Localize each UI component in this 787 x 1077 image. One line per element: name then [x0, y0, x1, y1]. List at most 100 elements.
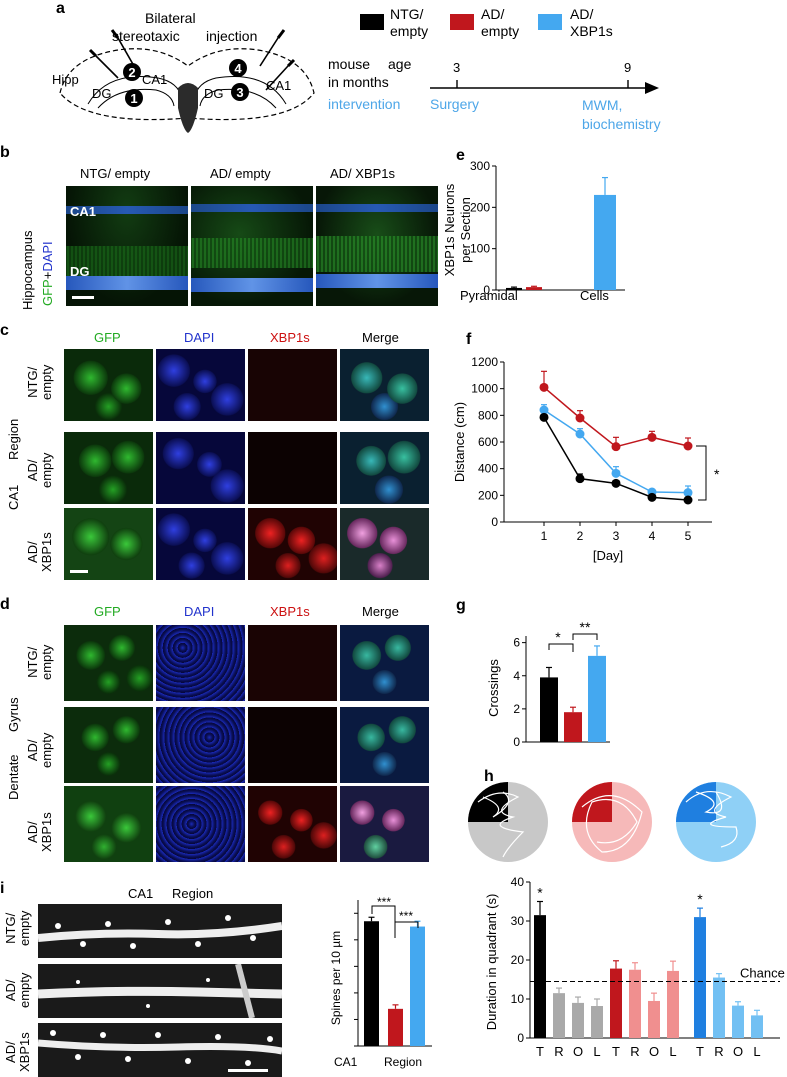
i-title-1: CA1 [128, 886, 154, 901]
legend-ad: AD/empty [481, 6, 520, 39]
i-row-xbp: AD/XBP1s [3, 1032, 32, 1072]
schematic-injection: injection [206, 28, 258, 44]
c-ntg-merge [340, 349, 429, 421]
chart-f: 0 200 400 600 800 1000 1200 1 2 3 4 5 [Day] Distance … [452, 331, 720, 563]
f-point-1-0 [539, 405, 549, 415]
panel-label-f: f [466, 331, 472, 348]
e-bar-1 [526, 287, 542, 290]
schematic-dg-left: DG [92, 86, 112, 101]
h-ytick-label-1: 10 [511, 992, 525, 1006]
c-side-label-2: Region [6, 418, 21, 460]
g-bracket-2 [572, 633, 598, 640]
h-bar-1-2 [648, 1000, 660, 1038]
b-stain-label: GFP+DAPI [40, 241, 55, 306]
e-ytick-label-3: 300 [470, 159, 490, 173]
i-dendrite-ntg [38, 904, 282, 958]
panel-label-e: e [456, 150, 465, 164]
schematic-stereotaxic: stereotaxic [112, 28, 180, 44]
h-bar-2-1 [713, 977, 725, 1038]
d-ntg-dapi [156, 625, 245, 701]
h-xlabel-1-1: R [630, 1044, 639, 1059]
h-xlabel-1-0: T [612, 1044, 620, 1059]
panel-label-c: c [0, 322, 9, 339]
d-xbp-dapi [156, 786, 245, 862]
f-xtick-label-3: 4 [649, 529, 656, 543]
f-ytick-label-5: 1000 [471, 382, 498, 396]
f-ytick-label-4: 800 [478, 408, 498, 422]
i-bracket-2 [394, 921, 419, 928]
schematic-ca1-right: CA1 [266, 78, 292, 93]
legend-swatch-ntg [360, 14, 384, 30]
h-xlabel-0-1: R [554, 1044, 563, 1059]
h-ytick-label-2: 20 [511, 953, 525, 967]
h-bar-2-3 [751, 1015, 763, 1038]
f-point-2-1 [575, 474, 585, 484]
panel-label-i: i [0, 880, 5, 897]
c-row-xbp: AD/XBP1s [25, 532, 54, 572]
h-bar-0-2 [572, 1002, 584, 1038]
g-ylabel: Crossings [486, 659, 501, 717]
timeline-tick-3: 3 [453, 60, 461, 75]
c-ad-dapi [156, 432, 245, 504]
d-header-gfp: GFP [94, 604, 121, 619]
g-ytick-label-3: 6 [513, 636, 520, 650]
d-header-dapi: DAPI [184, 604, 215, 619]
i-xlabel-right: Region [384, 1055, 422, 1069]
b-scale-bar [72, 296, 94, 299]
h-xlabel-0-3: L [593, 1044, 600, 1059]
i-bar-1 [388, 1008, 403, 1046]
i-ylabel: Spines per 10 µm [329, 931, 343, 1025]
d-xbp-xbp [248, 786, 337, 862]
f-point-2-2 [611, 478, 621, 488]
f-ytick-label-6: 1200 [471, 355, 498, 369]
h-xlabel-2-3: L [753, 1044, 760, 1059]
panel-label-d: d [0, 596, 10, 613]
i-row-ad: AD/empty [3, 972, 32, 1008]
h-bar-1-0 [610, 968, 622, 1038]
panel-label-g: g [456, 597, 466, 614]
site-4: 4 [234, 61, 242, 76]
i-scale-bar [228, 1069, 268, 1072]
g-ytick-label-0: 0 [513, 735, 520, 749]
site-3: 3 [236, 85, 243, 100]
e-ytick-label-2: 200 [470, 200, 490, 214]
d-row-ad: AD/empty [25, 732, 54, 768]
d-ad-xbp [248, 707, 337, 783]
f-point-1-4 [683, 488, 693, 498]
d-row-xbp: AD/XBP1s [25, 812, 54, 852]
e-ytick-label-1: 100 [470, 242, 490, 256]
f-xtick-label-2: 3 [613, 529, 620, 543]
d-row-ntg: NTG/empty [25, 644, 54, 680]
f-ytick-label-1: 200 [478, 488, 498, 502]
chart-i: *** *** CA1 Region Spines per 10 µm [329, 895, 432, 1069]
g-sig-2: ** [580, 619, 591, 635]
h-xlabel-2-2: O [733, 1044, 743, 1059]
c-xbp-xbp [248, 508, 337, 580]
swim-paths [468, 782, 756, 862]
g-ytick-label-2: 4 [513, 669, 520, 683]
d-xbp-merge [340, 786, 429, 862]
g-ytick-label-1: 2 [513, 702, 520, 716]
h-ytick-label-4: 40 [511, 875, 525, 889]
f-point-0-1 [575, 413, 585, 423]
f-point-0-4 [683, 441, 693, 451]
h-xlabel-2-0: T [696, 1044, 704, 1059]
d-ad-merge [340, 707, 429, 783]
i-dendrite-xbp [38, 1023, 282, 1077]
b-dg-label: DG [70, 264, 90, 279]
f-sig: * [714, 466, 720, 482]
b-side-label: Hippocampus [20, 230, 35, 311]
b-image-ad [191, 186, 313, 306]
timeline-axis [430, 80, 659, 94]
h-xlabel-1-2: O [649, 1044, 659, 1059]
f-point-0-0 [539, 382, 549, 392]
panel-label-b: b [0, 144, 10, 161]
d-ntg-gfp [64, 625, 153, 701]
d-side-label-1: Dentate [6, 754, 21, 800]
site-2: 2 [128, 65, 135, 80]
legend-xbp: AD/XBP1s [570, 6, 613, 39]
brain-schematic: 2 1 3 4 [59, 29, 315, 133]
c-xbp-gfp [64, 508, 153, 580]
h-bar-0-3 [591, 1006, 603, 1038]
b-image-xbp [316, 186, 438, 306]
